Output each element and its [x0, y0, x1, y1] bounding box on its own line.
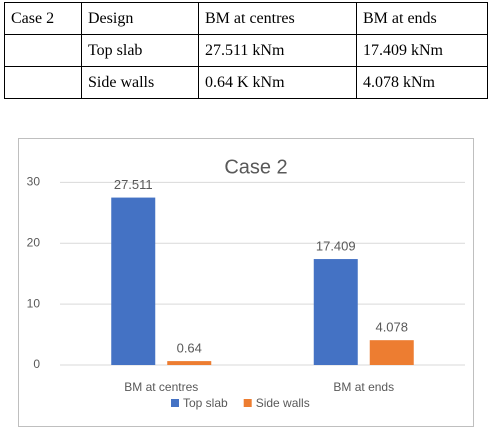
y-tick-label: 20: [27, 235, 41, 249]
bar: [369, 340, 414, 365]
bar: [167, 361, 212, 365]
legend-label: Side walls: [256, 396, 310, 410]
cell: 27.511 kNm: [198, 34, 357, 67]
header-cell: Case 2: [4, 2, 82, 35]
data-label: 4.078: [375, 320, 408, 335]
y-tick-label: 0: [33, 357, 40, 371]
table-row: Side walls 0.64 K kNm 4.078 kNm: [4, 66, 488, 99]
data-label: 27.511: [114, 177, 153, 192]
chart-title: Case 2: [224, 156, 287, 178]
data-table: Case 2 Design BM at centres BM at ends T…: [4, 2, 488, 99]
bar: [313, 259, 358, 365]
legend-swatch: [171, 399, 179, 407]
cell: 4.078 kNm: [356, 66, 488, 99]
data-label: 0.64: [177, 341, 202, 356]
cell: 0.64 K kNm: [198, 66, 357, 99]
y-tick-label: 30: [27, 175, 41, 189]
legend-label: Top slab: [183, 396, 228, 410]
header-cell: Design: [81, 2, 199, 35]
cell: Side walls: [81, 66, 199, 99]
data-label: 17.409: [316, 238, 356, 253]
y-tick-label: 10: [27, 296, 41, 310]
x-tick-label: BM at centres: [124, 380, 198, 394]
table-row: Top slab 27.511 kNm 17.409 kNm: [4, 34, 488, 67]
x-tick-label: BM at ends: [333, 380, 394, 394]
header-cell: BM at ends: [356, 2, 488, 35]
table-header: Case 2 Design BM at centres BM at ends: [4, 2, 488, 35]
legend-swatch: [243, 399, 252, 407]
chart-frame: [18, 138, 474, 427]
bar: [111, 197, 156, 365]
